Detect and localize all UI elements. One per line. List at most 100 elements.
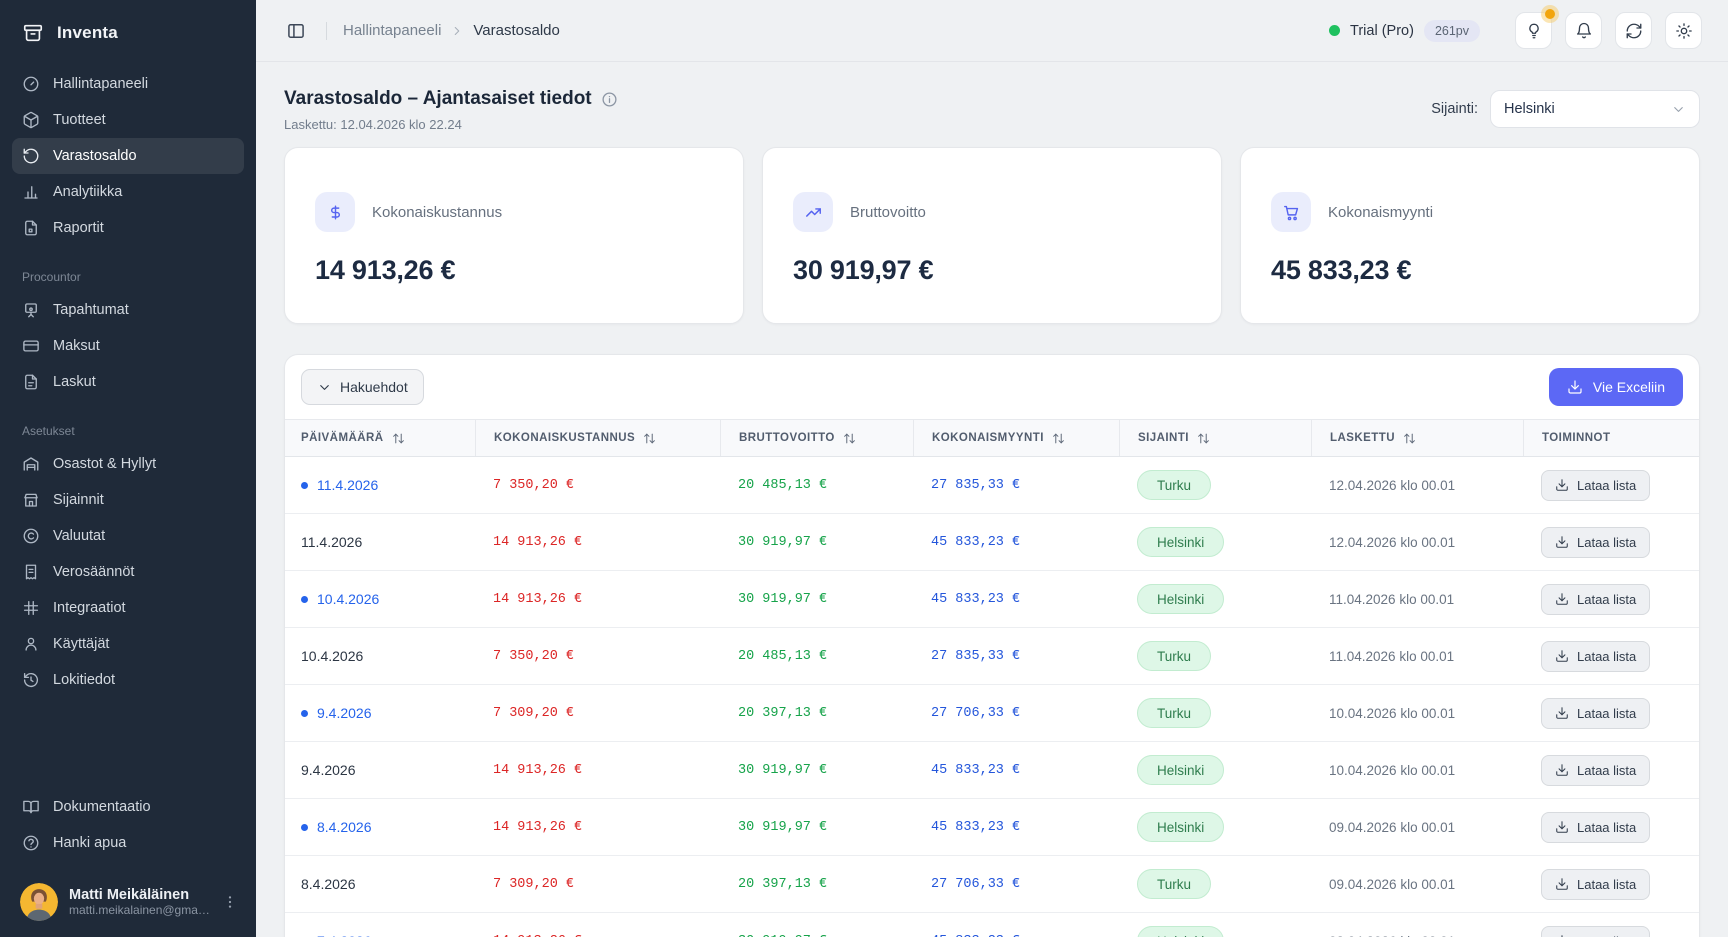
column-header-paivamaara[interactable]: Päivämäärä [285, 420, 475, 456]
date-link[interactable]: 10.4.2026 [317, 591, 380, 607]
tips-button[interactable] [1515, 9, 1555, 49]
calculated-at: 09.04.2026 klo 00.01 [1329, 876, 1456, 892]
sort-icon[interactable] [643, 432, 656, 445]
filters-button[interactable]: Hakuehdot [301, 369, 424, 405]
profit-value: 20 485,13 € [738, 477, 828, 493]
refresh-icon [1626, 23, 1641, 38]
location-select[interactable]: Helsinki [1490, 90, 1700, 128]
column-header-sijainti[interactable]: Sijainti [1119, 420, 1311, 456]
sidebar-item-integraatiot[interactable]: Integraatiot [12, 590, 244, 626]
sidebar-item-analytiikka[interactable]: Analytiikka [12, 174, 244, 210]
download-list-button[interactable]: Lataa lista [1541, 925, 1651, 937]
download-list-label: Lataa lista [1577, 705, 1637, 721]
cost-value: 14 913,26 € [493, 934, 582, 937]
sidebar-item-label: Dokumentaatio [53, 799, 151, 815]
download-list-button[interactable]: Lataa lista [1541, 754, 1651, 786]
table-body: 11.4.2026 7 350,20 € 20 485,13 € 27 835,… [285, 457, 1699, 937]
currency-circle-icon [23, 528, 39, 544]
sidebar-item-label: Lokitiedot [53, 672, 116, 688]
sidebar-item-maksut[interactable]: Maksut [12, 328, 244, 364]
archive-icon [23, 24, 43, 42]
cost-value: 14 913,26 € [493, 819, 583, 835]
column-header-laskettu[interactable]: Laskettu [1311, 420, 1523, 456]
dollar-icon [315, 192, 355, 232]
column-header-kokonaiskustannus[interactable]: Kokonaiskustannus [475, 420, 720, 456]
date-link[interactable]: 8.4.2026 [301, 876, 356, 892]
theme-toggle-button[interactable] [1665, 12, 1702, 49]
column-header-bruttovoitto[interactable]: Bruttovoitto [720, 420, 913, 456]
sidebar-item-varastosaldo[interactable]: Varastosaldo [12, 138, 244, 174]
table-row: 9.4.2026 7 309,20 € 20 397,13 € 27 706,3… [285, 685, 1699, 742]
sidebar-item-kayttajat[interactable]: Käyttäjät [12, 626, 244, 662]
user-menu[interactable]: Matti Meikäläinen matti.meikalainen@gmai… [12, 875, 244, 921]
export-excel-button[interactable]: Vie Exceliin [1548, 368, 1683, 406]
trial-days-badge: 261pv [1423, 19, 1480, 42]
date-link[interactable]: 9.4.2026 [301, 762, 356, 778]
table-row: 10.4.2026 7 350,20 € 20 485,13 € 27 835,… [285, 628, 1699, 685]
calculated-at: 08.04.2026 klo 00.01 [1329, 934, 1455, 937]
notifications-button[interactable] [1565, 12, 1602, 49]
download-list-button[interactable]: Lataa lista [1541, 811, 1651, 843]
sidebar-item-hallintapaneeli[interactable]: Hallintapaneeli [12, 66, 244, 102]
download-list-button[interactable]: Lataa lista [1541, 868, 1651, 900]
card-label: Kokonaiskustannus [372, 203, 503, 221]
sort-icon[interactable] [1403, 432, 1416, 445]
trending-up-icon [793, 192, 833, 232]
sales-value: 45 833,23 € [931, 762, 1021, 778]
download-list-button[interactable]: Lataa lista [1541, 640, 1651, 672]
download-icon [1556, 593, 1568, 605]
book-open-icon [23, 800, 39, 814]
refresh-button[interactable] [1615, 12, 1652, 49]
card-label: Bruttovoitto [850, 203, 926, 221]
sidebar-item-tapahtumat[interactable]: Tapahtumat [12, 292, 244, 328]
sidebar-toggle-button[interactable] [282, 17, 310, 45]
download-icon [1556, 479, 1568, 491]
app-logo[interactable]: Inventa [12, 14, 244, 46]
avatar-image [20, 883, 58, 921]
sidebar-item-hanki-apua[interactable]: Hanki apua [12, 825, 244, 861]
date-link[interactable]: 8.4.2026 [317, 819, 372, 835]
column-header-kokonaismyynti[interactable]: Kokonaismyynti [913, 420, 1119, 456]
sales-value: 45 833,23 € [931, 934, 1020, 937]
date-link[interactable]: 10.4.2026 [301, 648, 364, 664]
sort-icon[interactable] [392, 432, 405, 445]
calculated-timestamp: Laskettu: 12.04.2026 klo 22.24 [284, 117, 462, 132]
rotate-ccw-icon [23, 148, 39, 164]
download-list-button[interactable]: Lataa lista [1541, 469, 1651, 501]
date-link[interactable]: 9.4.2026 [317, 705, 372, 721]
sidebar-item-sijainnit[interactable]: Sijainnit [12, 482, 244, 518]
sort-icon[interactable] [843, 432, 856, 445]
location-badge: Helsinki [1137, 584, 1225, 614]
date-link[interactable]: 11.4.2026 [317, 477, 379, 493]
column-label: Kokonaiskustannus [494, 432, 636, 444]
cost-value: 7 350,20 € [493, 648, 575, 664]
download-list-button[interactable]: Lataa lista [1541, 583, 1651, 615]
breadcrumb-link[interactable]: Hallintapaneeli [343, 22, 442, 39]
sidebar-item-dokumentaatio[interactable]: Dokumentaatio [12, 789, 244, 825]
sidebar-item-verosaannot[interactable]: Verosäännöt [12, 554, 244, 590]
table-row: 7.4.2026 14 913,26 € 30 919,97 € 45 833,… [285, 913, 1699, 937]
sidebar-item-osastot-hyllyt[interactable]: Osastot & Hyllyt [12, 446, 244, 482]
sort-icon[interactable] [1197, 432, 1210, 445]
card-label: Kokonaismyynti [1328, 203, 1434, 221]
info-icon[interactable] [601, 91, 618, 108]
sidebar-item-laskut[interactable]: Laskut [12, 364, 244, 400]
export-label: Vie Exceliin [1592, 379, 1665, 395]
sidebar-item-tuotteet[interactable]: Tuotteet [12, 102, 244, 138]
download-list-button[interactable]: Lataa lista [1541, 697, 1651, 729]
location-badge: Turku [1137, 869, 1212, 899]
download-list-button[interactable]: Lataa lista [1541, 526, 1651, 558]
profit-value: 30 919,97 € [738, 534, 828, 550]
more-vertical-icon[interactable] [222, 894, 238, 910]
sidebar-item-lokitiedot[interactable]: Lokitiedot [12, 662, 244, 698]
date-link[interactable]: 11.4.2026 [301, 534, 363, 550]
sidebar-item-raportit[interactable]: Raportit [12, 210, 244, 246]
sort-icon[interactable] [1052, 432, 1065, 445]
calculated-at: 12.04.2026 klo 00.01 [1329, 534, 1456, 550]
download-icon [1556, 878, 1568, 890]
page-title-row: Varastosaldo – Ajantasaiset tiedot [284, 88, 618, 110]
date-link[interactable]: 7.4.2026 [317, 933, 372, 937]
sidebar-section-asetukset: Asetukset [22, 424, 75, 438]
user-icon [25, 637, 37, 651]
sidebar-item-valuutat[interactable]: Valuutat [12, 518, 244, 554]
